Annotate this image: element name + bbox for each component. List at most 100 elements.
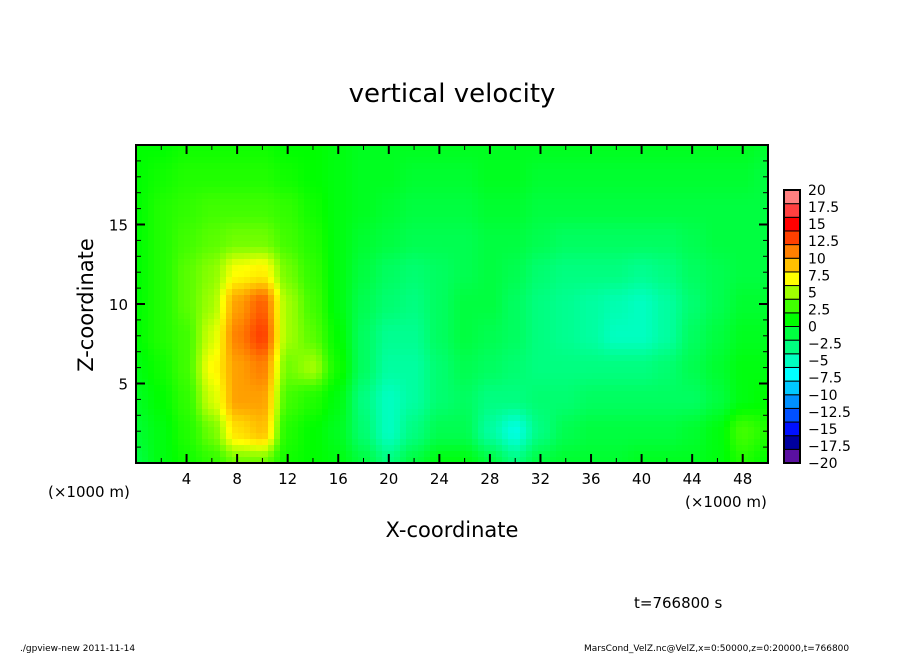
- heatmap-cell: [604, 187, 611, 194]
- heatmap-cell: [190, 229, 197, 236]
- heatmap-cell: [346, 145, 353, 152]
- heatmap-cell: [490, 235, 497, 242]
- heatmap-cell: [622, 223, 629, 230]
- heatmap-cell: [274, 313, 281, 320]
- heatmap-cell: [604, 391, 611, 398]
- heatmap-cell: [532, 289, 539, 296]
- heatmap-cell: [724, 421, 731, 428]
- heatmap-cell: [472, 349, 479, 356]
- heatmap-cell: [514, 181, 521, 188]
- heatmap-cell: [172, 241, 179, 248]
- heatmap-cell: [334, 169, 341, 176]
- heatmap-cell: [334, 397, 341, 404]
- heatmap-cell: [496, 205, 503, 212]
- heatmap-cell: [484, 217, 491, 224]
- heatmap-cell: [244, 151, 251, 158]
- heatmap-cell: [178, 181, 185, 188]
- heatmap-cell: [364, 397, 371, 404]
- heatmap-cell: [748, 205, 755, 212]
- heatmap-cell: [334, 373, 341, 380]
- heatmap-cell: [532, 373, 539, 380]
- heatmap-cell: [208, 145, 215, 152]
- heatmap-cell: [580, 271, 587, 278]
- heatmap-cell: [424, 337, 431, 344]
- heatmap-cell: [580, 265, 587, 272]
- heatmap-cell: [430, 181, 437, 188]
- heatmap-cell: [250, 253, 257, 260]
- heatmap-cell: [694, 235, 701, 242]
- heatmap-cell: [250, 163, 257, 170]
- heatmap-cell: [226, 283, 233, 290]
- heatmap-cell: [202, 157, 209, 164]
- heatmap-cell: [376, 301, 383, 308]
- heatmap-cell: [724, 271, 731, 278]
- heatmap-cell: [628, 235, 635, 242]
- heatmap-cell: [160, 247, 167, 254]
- heatmap-cell: [658, 301, 665, 308]
- heatmap-cell: [298, 211, 305, 218]
- heatmap-cell: [184, 181, 191, 188]
- heatmap-cell: [136, 241, 143, 248]
- heatmap-cell: [454, 421, 461, 428]
- heatmap-cell: [670, 235, 677, 242]
- heatmap-cell: [634, 205, 641, 212]
- heatmap-cell: [268, 277, 275, 284]
- heatmap-cell: [412, 235, 419, 242]
- heatmap-cell: [214, 259, 221, 266]
- heatmap-cell: [358, 241, 365, 248]
- heatmap-cell: [208, 265, 215, 272]
- heatmap-cell: [250, 391, 257, 398]
- heatmap-cell: [334, 421, 341, 428]
- heatmap-cell: [646, 229, 653, 236]
- heatmap-cell: [340, 145, 347, 152]
- heatmap-cell: [730, 187, 737, 194]
- heatmap-cell: [562, 163, 569, 170]
- heatmap-cell: [508, 223, 515, 230]
- heatmap-cell: [232, 295, 239, 302]
- heatmap-cell: [340, 403, 347, 410]
- heatmap-cell: [394, 151, 401, 158]
- heatmap-cell: [712, 235, 719, 242]
- heatmap-cell: [652, 151, 659, 158]
- heatmap-cell: [652, 409, 659, 416]
- heatmap-cell: [268, 223, 275, 230]
- heatmap-cell: [154, 355, 161, 362]
- heatmap-cell: [208, 373, 215, 380]
- heatmap-cell: [328, 343, 335, 350]
- heatmap-cell: [508, 271, 515, 278]
- heatmap-cell: [730, 355, 737, 362]
- heatmap-cell: [190, 331, 197, 338]
- heatmap-cell: [562, 205, 569, 212]
- heatmap-cell: [310, 415, 317, 422]
- heatmap-cell: [760, 229, 767, 236]
- heatmap-cell: [634, 199, 641, 206]
- heatmap-cell: [736, 307, 743, 314]
- heatmap-cell: [190, 277, 197, 284]
- heatmap-cell: [136, 397, 143, 404]
- heatmap-cell: [184, 325, 191, 332]
- heatmap-cell: [574, 193, 581, 200]
- heatmap-cell: [574, 199, 581, 206]
- heatmap-cell: [682, 193, 689, 200]
- heatmap-cell: [364, 271, 371, 278]
- heatmap-cell: [460, 301, 467, 308]
- heatmap-cell: [604, 325, 611, 332]
- heatmap-cell: [328, 367, 335, 374]
- heatmap-cell: [706, 343, 713, 350]
- heatmap-cell: [700, 175, 707, 182]
- heatmap-cell: [574, 313, 581, 320]
- heatmap-cell: [172, 307, 179, 314]
- heatmap-cell: [400, 247, 407, 254]
- heatmap-cell: [304, 211, 311, 218]
- heatmap-cell: [472, 169, 479, 176]
- heatmap-cell: [286, 199, 293, 206]
- heatmap-cell: [436, 415, 443, 422]
- heatmap-cell: [292, 385, 299, 392]
- heatmap-cell: [370, 415, 377, 422]
- heatmap-cell: [670, 421, 677, 428]
- heatmap-cell: [262, 361, 269, 368]
- heatmap-cell: [754, 163, 761, 170]
- heatmap-cell: [190, 247, 197, 254]
- heatmap-cell: [280, 277, 287, 284]
- heatmap-cell: [460, 253, 467, 260]
